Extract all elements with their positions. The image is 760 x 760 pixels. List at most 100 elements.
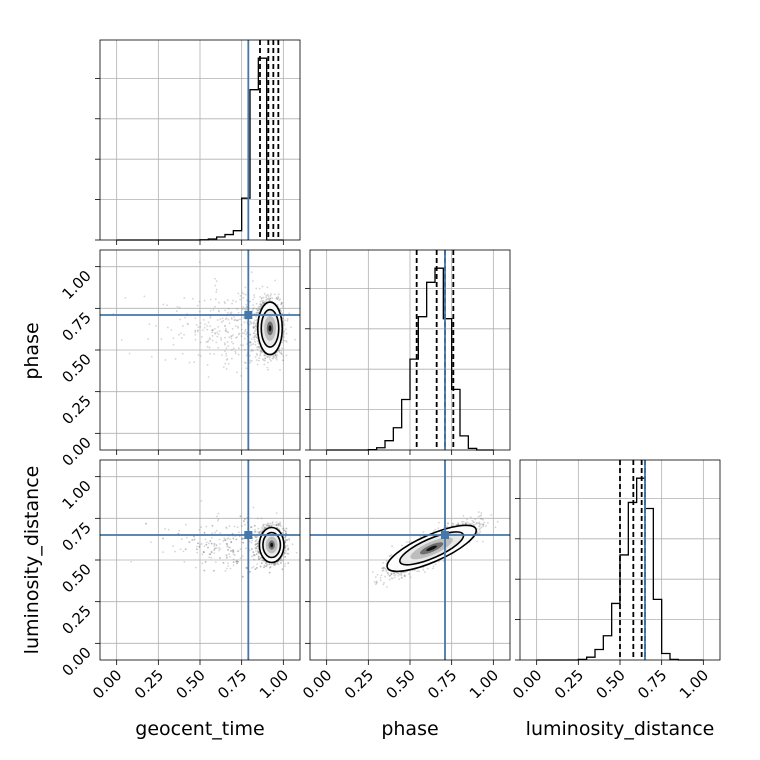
sample-point [280, 562, 282, 564]
sample-point [254, 547, 257, 550]
sample-point [232, 564, 235, 567]
sample-point [219, 318, 222, 320]
sample-point [284, 547, 286, 550]
sample-point [282, 359, 285, 362]
sample-point [257, 531, 259, 534]
sample-point [203, 569, 206, 572]
sample-point [211, 339, 214, 342]
sample-point [256, 535, 259, 538]
sample-point [240, 324, 243, 326]
sample-point [268, 524, 271, 527]
scatter-geocent_time-luminosity_distance [130, 500, 298, 578]
sample-point [245, 367, 248, 370]
sample-point [263, 566, 265, 569]
sample-point [232, 561, 235, 564]
sample-point [244, 286, 247, 289]
sample-point [258, 558, 261, 561]
sample-point [269, 297, 272, 300]
sample-point [257, 527, 260, 530]
sample-point [210, 329, 213, 332]
sample-point [249, 333, 251, 336]
sample-point [227, 318, 230, 321]
sample-point [220, 337, 222, 339]
sample-point [240, 524, 243, 527]
sample-point [255, 325, 258, 328]
sample-point [188, 540, 191, 543]
sample-point [277, 522, 280, 525]
sample-point [280, 352, 283, 355]
x-tick-label: 0.75 [634, 666, 670, 702]
sample-point [215, 341, 218, 344]
sample-point [275, 297, 278, 300]
sample-point [253, 524, 256, 527]
sample-point [266, 523, 269, 526]
sample-point [223, 336, 226, 339]
sample-point [287, 552, 289, 555]
sample-point [259, 300, 262, 303]
sample-point [177, 532, 180, 535]
sample-point [225, 567, 228, 570]
sample-point [193, 535, 195, 538]
sample-point [239, 548, 242, 550]
sample-point [244, 523, 246, 526]
sample-point [237, 292, 240, 295]
sample-point [252, 554, 255, 557]
sample-point [282, 333, 285, 336]
sample-point [150, 355, 153, 358]
sample-point [197, 329, 199, 332]
sample-point [237, 311, 240, 314]
sample-point [254, 329, 257, 332]
sample-point [220, 338, 223, 341]
sample-point [249, 361, 252, 364]
sample-point [264, 357, 267, 360]
sample-point [256, 542, 259, 545]
sample-point [205, 525, 208, 528]
sample-point [201, 553, 204, 556]
sample-point [178, 529, 181, 532]
sample-point [166, 304, 168, 307]
sample-point [248, 340, 251, 343]
sample-point [176, 305, 179, 308]
x-axis-label-geocent-time: geocent_time [135, 718, 264, 740]
sample-point [278, 524, 280, 527]
sample-point [250, 526, 252, 529]
sample-point [232, 553, 235, 556]
sample-point [259, 303, 262, 306]
sample-point [261, 350, 264, 353]
sample-point [286, 539, 289, 541]
sample-point [265, 296, 268, 299]
sample-point [250, 548, 253, 551]
sample-point [258, 359, 260, 362]
sample-point [228, 553, 231, 555]
sample-point [204, 538, 207, 541]
sample-point [267, 368, 269, 371]
sample-point [276, 298, 279, 301]
sample-point [265, 294, 268, 297]
sample-point [287, 548, 289, 551]
sample-point [284, 562, 287, 565]
sample-point [193, 538, 196, 541]
sample-point [279, 298, 282, 301]
sample-point [250, 350, 253, 352]
sample-point [164, 528, 167, 530]
sample-point [236, 562, 238, 565]
sample-point [234, 350, 237, 353]
sample-point [258, 347, 261, 349]
sample-point [243, 332, 246, 335]
sample-point [205, 541, 208, 544]
sample-point [230, 540, 233, 543]
sample-point [273, 354, 275, 357]
sample-point [199, 341, 202, 344]
sample-point [196, 548, 198, 551]
sample-point [205, 543, 208, 546]
sample-point [284, 535, 287, 538]
sample-point [237, 560, 239, 563]
sample-point [280, 558, 282, 561]
sample-point [262, 359, 265, 362]
sample-point [230, 541, 233, 544]
sample-point [258, 531, 261, 533]
sample-point [216, 335, 219, 338]
sample-point [236, 319, 238, 322]
sample-point [257, 308, 260, 311]
sample-point [242, 537, 245, 540]
